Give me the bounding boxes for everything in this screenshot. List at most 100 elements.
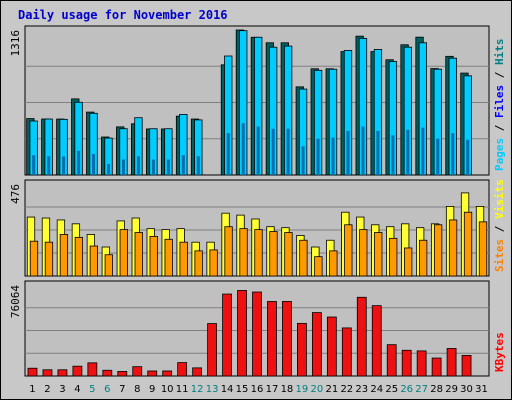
x-tick-label: 8 bbox=[134, 384, 140, 395]
bar-kbytes-19 bbox=[297, 322, 307, 377]
x-tick-label: 25 bbox=[385, 384, 398, 395]
x-tick-label: 30 bbox=[460, 384, 473, 395]
bar-kbytes-23 bbox=[356, 296, 367, 377]
bar-sites-21 bbox=[329, 250, 338, 277]
bar-pages-8 bbox=[136, 156, 140, 175]
bar-pages-16 bbox=[256, 126, 260, 175]
bar-kbytes-28 bbox=[431, 357, 442, 377]
x-tick-label: 5 bbox=[89, 384, 95, 395]
bar-pages-7 bbox=[121, 159, 125, 175]
side-legend-entry: Sites bbox=[493, 239, 506, 272]
bar-pages-23 bbox=[361, 126, 365, 175]
x-tick-label: 15 bbox=[236, 384, 249, 395]
panel-sites-visits: 476 Sites / Visits bbox=[9, 179, 506, 277]
side-legend-entry: Pages bbox=[493, 138, 506, 171]
panel-kbytes: 76064 KBytes bbox=[9, 280, 506, 377]
bar-kbytes-8 bbox=[132, 366, 143, 377]
bar-pages-10 bbox=[166, 159, 170, 175]
x-tick-label: 23 bbox=[355, 384, 368, 395]
x-tick-label: 26 bbox=[400, 384, 413, 395]
x-tick-label: 6 bbox=[104, 384, 110, 395]
x-tick-label: 22 bbox=[340, 384, 353, 395]
x-tick-label: 1 bbox=[29, 384, 35, 395]
bar-sites-3 bbox=[59, 234, 69, 277]
bar-kbytes-21 bbox=[326, 316, 337, 377]
bar-pages-26 bbox=[406, 129, 410, 175]
x-tick-label: 17 bbox=[266, 384, 279, 395]
bar-sites-11 bbox=[179, 241, 188, 277]
bar-sites-26 bbox=[404, 247, 413, 277]
bar-sites-6 bbox=[104, 254, 113, 277]
bar-kbytes-13 bbox=[207, 323, 217, 377]
side-legend: KBytes bbox=[493, 332, 506, 372]
x-tick-label: 28 bbox=[430, 384, 443, 395]
side-legend-entry: Visits bbox=[493, 179, 506, 219]
bar-pages-5 bbox=[92, 154, 96, 175]
x-tick-label: 11 bbox=[176, 384, 189, 395]
bar-sites-10 bbox=[164, 238, 173, 277]
y-max-label: 476 bbox=[9, 184, 22, 204]
bar-kbytes-16 bbox=[252, 291, 262, 377]
x-tick-label: 19 bbox=[296, 384, 309, 395]
bar-kbytes-12 bbox=[192, 367, 203, 377]
bar-sites-5 bbox=[89, 245, 98, 277]
chart-panels: 1316 Pages / Files / Hits 476 Sites / Visit… bbox=[9, 25, 506, 377]
side-legend: Pages / Files / Hits bbox=[493, 39, 506, 172]
bar-pages-15 bbox=[241, 123, 245, 175]
bar-kbytes-15 bbox=[237, 290, 247, 377]
bar-kbytes-26 bbox=[401, 349, 412, 377]
y-max-label: 76064 bbox=[9, 285, 22, 318]
bar-pages-25 bbox=[391, 135, 395, 175]
bar-sites-22 bbox=[344, 224, 353, 277]
x-axis-tick-labels: 1 2 3 4 5 6 7 8 9 10 11 12 13 14 15 16 17 18 19 20 21 22 23 24 2… bbox=[29, 384, 488, 395]
bar-pages-3 bbox=[62, 156, 66, 175]
x-tick-label: 7 bbox=[119, 384, 125, 395]
x-tick-label: 20 bbox=[311, 384, 324, 395]
bar-sites-16 bbox=[254, 229, 263, 277]
side-legend-entry: / bbox=[493, 65, 506, 85]
bar-pages-11 bbox=[181, 155, 185, 175]
x-tick-label: 14 bbox=[221, 384, 234, 395]
bar-pages-6 bbox=[107, 163, 111, 175]
bar-pages-4 bbox=[77, 150, 81, 175]
bar-sites-24 bbox=[374, 232, 383, 277]
bar-pages-12 bbox=[196, 156, 200, 175]
side-legend-entry: / bbox=[493, 219, 506, 239]
bar-kbytes-29 bbox=[446, 348, 457, 377]
bar-sites-30 bbox=[463, 211, 473, 277]
bar-pages-28 bbox=[436, 138, 440, 175]
x-tick-label: 24 bbox=[370, 384, 383, 395]
bar-sites-17 bbox=[269, 231, 278, 277]
side-legend-entry: / bbox=[493, 118, 506, 138]
x-tick-label: 9 bbox=[149, 384, 155, 395]
bar-kbytes-24 bbox=[371, 305, 382, 377]
panel-hits-files-pages: 1316 Pages / Files / Hits bbox=[9, 25, 506, 176]
x-tick-label: 10 bbox=[161, 384, 174, 395]
bar-sites-12 bbox=[194, 250, 203, 277]
bar-kbytes-2 bbox=[42, 369, 53, 377]
bar-pages-17 bbox=[271, 128, 275, 175]
bar-sites-14 bbox=[224, 226, 233, 277]
bar-sites-20 bbox=[314, 256, 323, 277]
side-legend-entry: Hits bbox=[493, 39, 506, 66]
bar-kbytes-10 bbox=[162, 370, 173, 377]
bar-sites-28 bbox=[433, 224, 443, 277]
bar-kbytes-25 bbox=[386, 344, 397, 377]
side-legend-entry: KBytes bbox=[493, 332, 506, 372]
bar-kbytes-20 bbox=[311, 312, 322, 377]
bar-pages-2 bbox=[47, 156, 51, 175]
bar-sites-31 bbox=[478, 221, 488, 277]
bar-pages-19 bbox=[301, 146, 305, 175]
x-tick-label: 2 bbox=[44, 384, 50, 395]
bar-sites-4 bbox=[74, 236, 84, 277]
x-tick-label: 12 bbox=[191, 384, 204, 395]
chart-title: Daily usage for November 2016 bbox=[18, 8, 228, 22]
bar-pages-18 bbox=[286, 128, 290, 175]
bar-pages-30 bbox=[466, 139, 470, 175]
bar-kbytes-22 bbox=[341, 327, 352, 377]
x-tick-label: 18 bbox=[281, 384, 294, 395]
x-tick-label: 13 bbox=[206, 384, 219, 395]
bar-sites-23 bbox=[359, 229, 368, 277]
x-tick-label: 21 bbox=[325, 384, 338, 395]
bar-pages-20 bbox=[316, 138, 320, 175]
